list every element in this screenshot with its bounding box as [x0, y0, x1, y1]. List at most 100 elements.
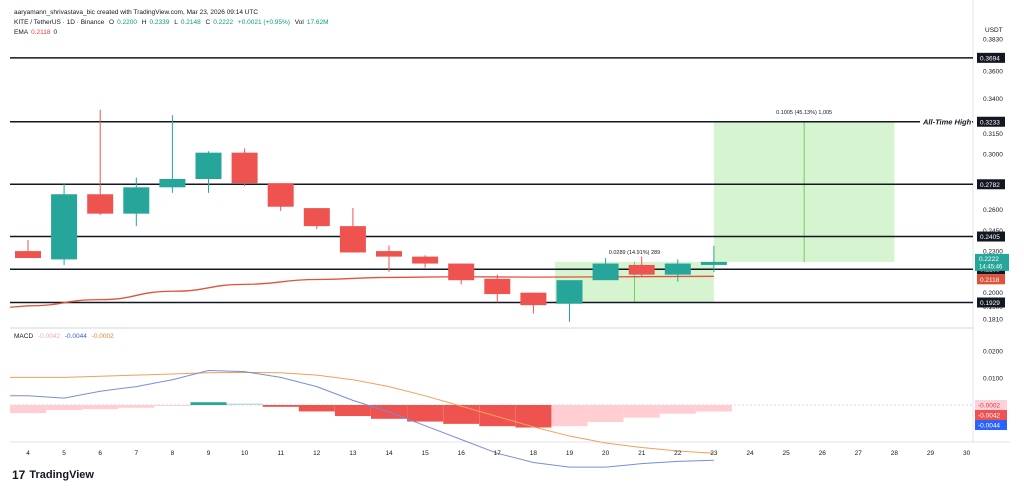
macd-signal-line — [10, 371, 714, 454]
macd-histogram-bar — [407, 405, 444, 422]
macd-histogram-bar — [659, 405, 696, 414]
y-tick-label: 0.2450 — [983, 228, 1003, 235]
x-tick-label: 12 — [313, 450, 321, 457]
x-tick-label: 5 — [62, 450, 66, 457]
x-tick-label: 21 — [638, 450, 646, 457]
candle-body — [448, 263, 475, 281]
x-tick-label: 16 — [458, 450, 466, 457]
y-tick-label: 0.3830 — [983, 37, 1003, 44]
macd-value-label: -0.0002 — [978, 403, 1000, 410]
level-price-label: 0.1929 — [980, 300, 1000, 307]
y-tick-label: 0.3000 — [983, 152, 1003, 159]
y-tick-label: 0.2300 — [983, 249, 1003, 256]
candle-body — [628, 264, 655, 275]
y-tick-label: 0.1810 — [983, 317, 1003, 324]
level-price-label: 0.3233 — [980, 119, 1000, 126]
x-tick-label: 28 — [891, 450, 899, 457]
macd-histogram-bar — [154, 405, 191, 406]
macd-histogram-bar — [82, 405, 119, 410]
currency-label: USDT — [985, 27, 1003, 34]
tv-logo-icon: 17 — [12, 468, 26, 482]
macd-y-tick-label: 0.0200 — [983, 349, 1003, 356]
candle-body — [700, 261, 727, 265]
x-tick-label: 30 — [963, 450, 971, 457]
x-tick-label: 8 — [171, 450, 175, 457]
candle-body — [267, 183, 294, 207]
candle-body — [592, 263, 619, 281]
candle-body — [51, 194, 78, 260]
x-tick-label: 17 — [494, 450, 502, 457]
y-tick-label: 0.1900 — [983, 304, 1003, 311]
x-tick-label: 29 — [927, 450, 935, 457]
measure-label: 0.0289 (14.91%) 289 — [609, 250, 660, 256]
candle-body — [556, 280, 583, 304]
y-tick-label: 0.2600 — [983, 207, 1003, 214]
macd-histogram-bar — [334, 405, 371, 417]
x-tick-label: 7 — [134, 450, 138, 457]
level-price-tag — [977, 116, 1005, 127]
candle-body — [15, 251, 41, 259]
symbol-label: KITE / TetherUS · 1D · Binance — [14, 19, 105, 26]
x-tick-label: 4 — [26, 450, 30, 457]
x-tick-label: 26 — [819, 450, 827, 457]
ath-label: All-Time High — [922, 117, 972, 126]
macd-histogram-bar — [443, 405, 480, 424]
x-tick-label: 9 — [207, 450, 211, 457]
macd-legend: MACD -0.0042 -0.0044 -0.0002 — [14, 333, 114, 340]
macd-histogram-bar — [262, 405, 299, 407]
level-price-label: 0.2405 — [980, 234, 1000, 241]
macd-histogram-bar — [10, 405, 46, 414]
ema-legend: EMA 0.2118 0 — [14, 29, 58, 36]
macd-histogram-bar — [118, 405, 155, 408]
macd-histogram-bar — [515, 405, 552, 428]
macd-histogram-bar — [298, 405, 335, 412]
x-tick-label: 25 — [782, 450, 790, 457]
macd-line — [10, 369, 714, 468]
candle-body — [376, 251, 402, 257]
macd-value-label: -0.0042 — [978, 413, 1000, 420]
chart-credit: aaryamann_shrivastava_bic created with T… — [14, 9, 259, 16]
level-price-tag — [977, 52, 1005, 63]
x-tick-label: 14 — [385, 450, 393, 457]
macd-histogram-bar — [695, 405, 732, 412]
macd-histogram-bar — [46, 405, 83, 411]
y-tick-label: 0.2000 — [983, 290, 1003, 297]
x-tick-label: 23 — [710, 450, 718, 457]
candle-body — [664, 263, 691, 275]
candle-body — [484, 278, 511, 295]
macd-value-tag — [975, 410, 1007, 420]
ema-line — [9, 275, 714, 308]
x-tick-label: 11 — [277, 450, 284, 457]
ema-price-label: 0.2118 — [980, 277, 1000, 284]
x-tick-label: 15 — [421, 450, 429, 457]
candle-body — [520, 292, 547, 306]
level-price-tag — [977, 297, 1005, 308]
current-price-label: 0.2222 — [979, 256, 999, 263]
current-price-tag — [975, 253, 1009, 271]
tradingview-logo: 17 TradingView — [12, 468, 94, 482]
macd-y-tick-label: 0.0100 — [983, 376, 1003, 383]
measure-label: 0.1005 (45.13%) 1,005 — [776, 110, 832, 116]
level-price-label: 0.3694 — [980, 55, 1000, 62]
y-tick-label: 0.3150 — [983, 131, 1003, 138]
candle-body — [159, 179, 186, 188]
level-price-tag — [977, 179, 1005, 190]
macd-value-tag — [975, 420, 1007, 430]
candle-body — [195, 152, 222, 179]
macd-histogram-bar — [587, 405, 624, 423]
level-price-label: 0.2782 — [980, 182, 1000, 189]
candle-body — [123, 187, 150, 214]
candle-body — [412, 256, 439, 264]
candle-body — [303, 208, 330, 227]
candle-body — [339, 226, 366, 253]
macd-value-tag — [975, 400, 1007, 410]
x-tick-label: 20 — [602, 450, 610, 457]
x-tick-label: 22 — [674, 450, 682, 457]
macd-histogram-bar — [190, 402, 227, 405]
x-tick-label: 24 — [746, 450, 754, 457]
candle-body — [231, 152, 258, 184]
y-tick-label: 0.3600 — [983, 68, 1003, 75]
x-tick-label: 6 — [98, 450, 102, 457]
ema-price-tag — [977, 274, 1005, 285]
